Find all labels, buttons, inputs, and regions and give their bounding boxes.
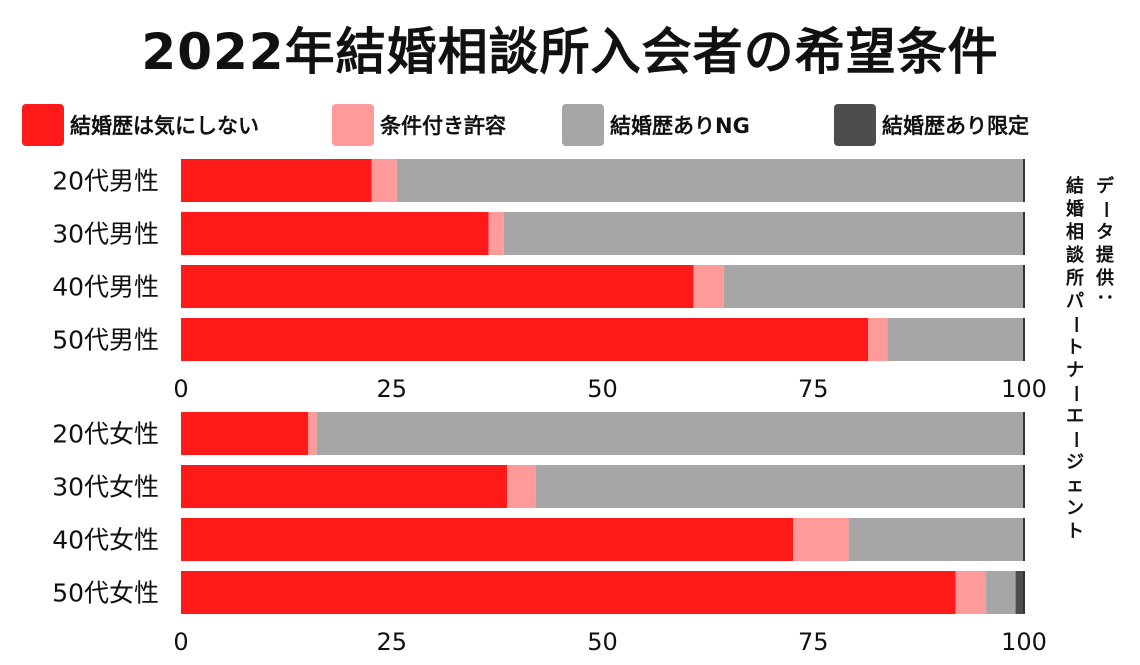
source-name: 結婚相談所パートナーエージェント	[1064, 176, 1086, 542]
bar-end	[1023, 318, 1025, 361]
legend: 結婚歴は気にしない 条件付き許容 結婚歴ありNG 結婚歴あり限定	[22, 104, 1102, 148]
legend-swatch-conditional	[332, 104, 374, 146]
legend-item-conditional: 条件付き許容	[332, 104, 506, 146]
category-label: 30代男性	[52, 220, 159, 249]
source-label: データ提供：	[1094, 176, 1116, 311]
bar-segment	[308, 412, 317, 455]
legend-swatch-only	[834, 104, 876, 146]
x-tick-label: 25	[376, 628, 407, 656]
bar-segment	[535, 465, 1024, 508]
category-label: 50代男性	[52, 326, 159, 355]
x-tick-label: 100	[1001, 628, 1047, 656]
chart-title: 2022年結婚相談所入会者の希望条件	[141, 23, 999, 81]
legend-swatch-ng	[562, 104, 604, 146]
bar-end	[1023, 571, 1025, 614]
bar-segment	[181, 212, 489, 255]
legend-item-ng: 結婚歴ありNG	[562, 104, 750, 146]
bar-end	[1023, 412, 1025, 455]
stacked-bar-chart: 20代男性 30代男性 40代男性 50代男性 0 25 50 75 100 20代女性 30代女性…	[52, 159, 1047, 656]
bar-segment	[887, 318, 1024, 361]
legend-label-ng: 結婚歴ありNG	[610, 114, 750, 138]
category-label: 20代男性	[52, 167, 159, 196]
bar-segment	[181, 265, 694, 308]
x-tick-label: 75	[798, 628, 829, 656]
bar-end	[1023, 465, 1025, 508]
bar-end	[1023, 212, 1025, 255]
bar-segment	[848, 518, 1024, 561]
legend-label-conditional: 条件付き許容	[380, 114, 506, 138]
legend-label-no-concern: 結婚歴は気にしない	[70, 114, 259, 138]
bar-segment	[181, 412, 309, 455]
bar-end	[1023, 265, 1025, 308]
bar-segment	[181, 159, 372, 202]
bar-segment	[1015, 571, 1024, 614]
bar-end	[1023, 159, 1025, 202]
bar-segment	[503, 212, 1024, 255]
x-tick-label: 100	[1001, 375, 1047, 403]
bar-segment	[488, 212, 504, 255]
bar-segment	[868, 318, 888, 361]
x-tick-label: 0	[173, 628, 188, 656]
category-label: 30代女性	[52, 473, 159, 502]
data-source-credit: データ提供： 結婚相談所パートナーエージェント	[1062, 175, 1122, 595]
x-tick-label: 50	[587, 628, 618, 656]
x-tick-label: 25	[376, 375, 407, 403]
bar-segment	[371, 159, 397, 202]
bar-segment	[181, 571, 956, 614]
bar-segment	[693, 265, 724, 308]
bar-segment	[986, 571, 1016, 614]
bar-segment	[181, 318, 869, 361]
bar-end	[1023, 518, 1025, 561]
bar-segment	[507, 465, 536, 508]
bar-segment	[723, 265, 1024, 308]
bar-segment	[955, 571, 987, 614]
legend-label-only: 結婚歴あり限定	[882, 114, 1029, 138]
x-tick-label: 75	[798, 375, 829, 403]
x-tick-label: 0	[173, 375, 188, 403]
x-tick-label: 50	[587, 375, 618, 403]
category-label: 50代女性	[52, 579, 159, 608]
legend-item-no-concern: 結婚歴は気にしない	[22, 104, 259, 146]
bar-segment	[181, 518, 794, 561]
bar-segment	[396, 159, 1025, 202]
legend-item-only: 結婚歴あり限定	[834, 104, 1029, 146]
bar-segment	[316, 412, 1024, 455]
legend-swatch-no-concern	[22, 104, 64, 146]
bar-segment	[793, 518, 849, 561]
category-label: 40代女性	[52, 526, 159, 555]
bar-segment	[181, 465, 508, 508]
category-label: 20代女性	[52, 420, 159, 449]
category-label: 40代男性	[52, 273, 159, 302]
